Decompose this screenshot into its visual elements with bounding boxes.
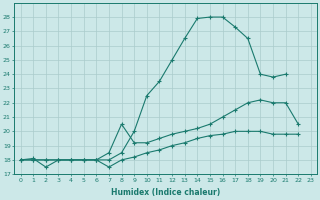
X-axis label: Humidex (Indice chaleur): Humidex (Indice chaleur) bbox=[111, 188, 220, 197]
